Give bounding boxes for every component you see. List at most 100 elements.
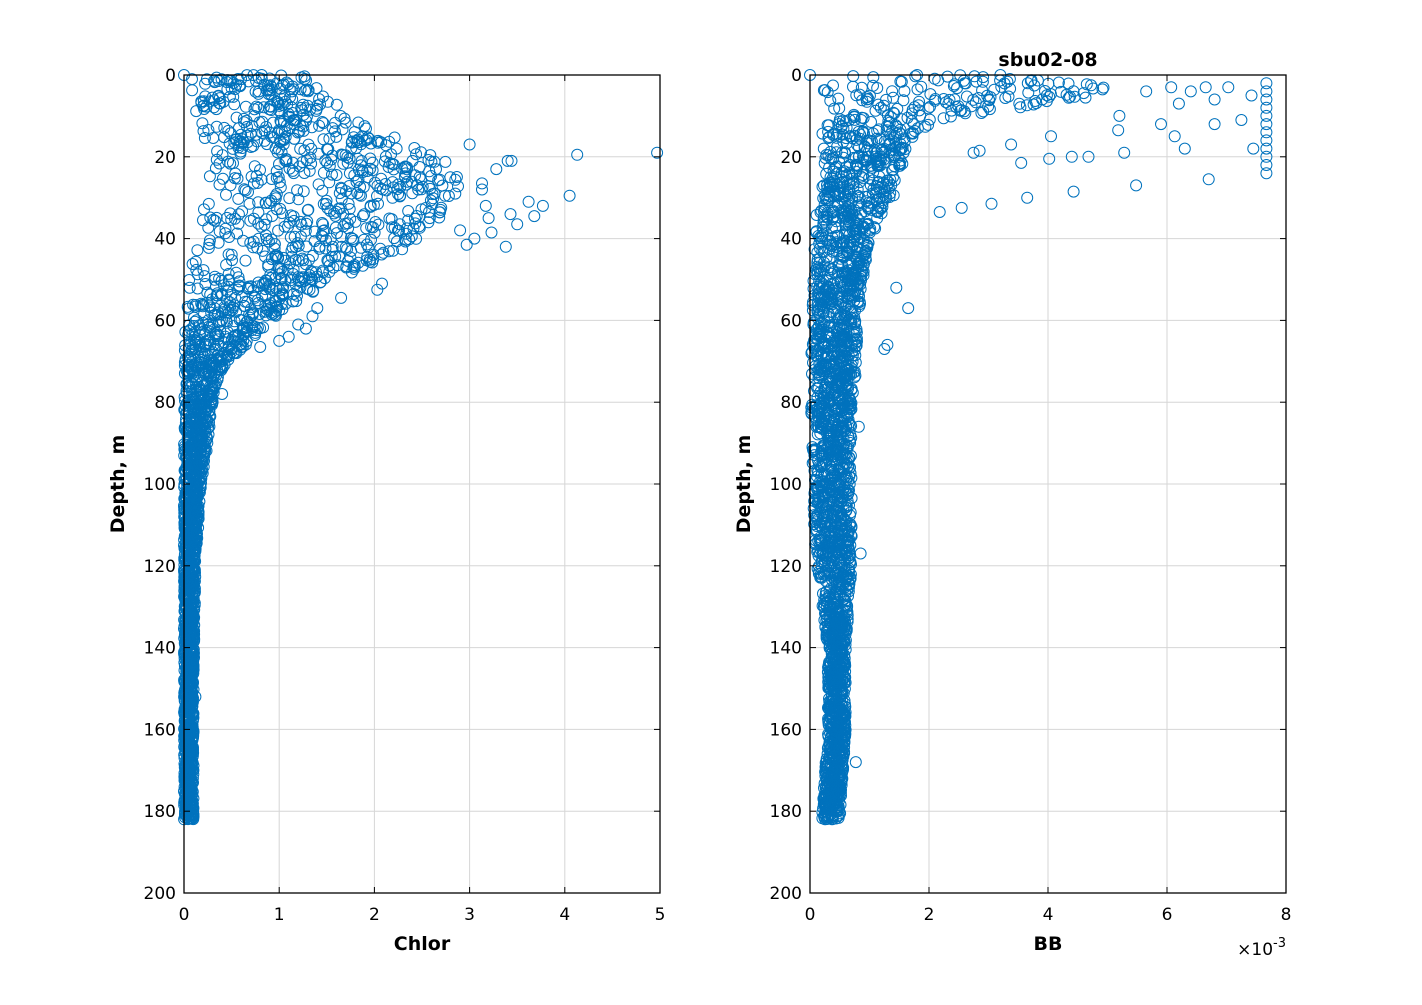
data-point — [180, 387, 193, 400]
data-point — [822, 619, 835, 631]
data-point — [270, 203, 283, 216]
data-point — [187, 648, 200, 661]
data-point — [284, 271, 297, 284]
data-point — [385, 213, 398, 226]
y-tick-label: 100 — [144, 475, 176, 495]
data-point — [179, 624, 192, 637]
data-point — [209, 214, 222, 227]
data-point — [189, 255, 202, 268]
data-point — [252, 72, 265, 84]
data-point — [236, 291, 248, 304]
data-point — [186, 328, 199, 341]
y-tick-label: 60 — [154, 311, 176, 331]
data-point — [463, 138, 476, 151]
data-point — [265, 173, 278, 185]
data-point — [305, 157, 318, 170]
data-point — [279, 254, 292, 267]
data-point — [245, 170, 258, 183]
data-point — [329, 250, 342, 263]
data-point — [223, 231, 236, 243]
data-point — [848, 113, 861, 126]
data-point — [292, 239, 305, 252]
data-point — [372, 134, 385, 147]
data-point — [229, 212, 241, 225]
data-point — [468, 232, 481, 245]
data-point — [361, 131, 374, 144]
data-point — [190, 443, 203, 456]
data-point — [203, 238, 216, 250]
data-point — [218, 279, 230, 292]
data-point — [369, 176, 381, 189]
data-point — [210, 120, 223, 133]
x-axis-label: Chlor — [394, 933, 451, 955]
data-point — [219, 222, 232, 235]
data-point — [232, 208, 245, 221]
data-point — [843, 452, 856, 465]
data-point — [867, 71, 880, 84]
y-tick-label: 180 — [144, 802, 176, 822]
data-point — [208, 302, 221, 315]
data-point — [505, 154, 518, 167]
data-point — [827, 204, 839, 217]
data-point — [386, 221, 399, 234]
data-point — [536, 199, 549, 212]
data-point — [265, 80, 278, 93]
data-point — [840, 175, 853, 188]
data-point — [808, 449, 821, 462]
data-point — [1002, 90, 1015, 103]
data-point — [849, 340, 862, 353]
data-point — [374, 242, 387, 255]
data-point — [208, 273, 221, 286]
data-point — [251, 241, 264, 254]
data-point — [283, 162, 296, 175]
data-point — [276, 98, 289, 111]
data-point — [407, 222, 420, 235]
data-point — [321, 254, 334, 267]
data-point — [528, 210, 541, 223]
data-point — [233, 79, 246, 92]
data-point — [181, 550, 193, 563]
data-point — [206, 91, 219, 104]
data-point — [482, 212, 495, 225]
data-point — [450, 171, 463, 183]
data-point — [806, 457, 819, 470]
y-tick-label: 160 — [144, 720, 176, 740]
data-point — [342, 197, 355, 210]
data-point — [232, 192, 245, 205]
data-point — [356, 210, 369, 223]
data-point — [348, 126, 361, 138]
data-point — [312, 147, 325, 160]
data-point — [425, 155, 438, 168]
x-tick-label: 4 — [559, 905, 570, 925]
data-point — [323, 265, 336, 278]
data-point — [232, 139, 245, 152]
data-point — [329, 221, 342, 234]
data-point — [305, 121, 318, 134]
data-point — [330, 98, 343, 111]
data-point — [180, 717, 193, 730]
data-point — [832, 297, 845, 310]
data-point — [393, 190, 406, 203]
data-point — [960, 90, 973, 103]
x-tick-label: 0 — [179, 905, 190, 925]
data-point — [191, 485, 204, 498]
data-point — [184, 628, 197, 641]
data-point — [1040, 89, 1053, 102]
data-point — [352, 174, 365, 186]
data-point — [260, 197, 272, 209]
data-point — [186, 73, 198, 86]
y-tick-label: 0 — [165, 66, 176, 86]
data-point — [203, 170, 216, 183]
data-point — [371, 283, 384, 296]
data-point — [254, 164, 266, 176]
data-point — [182, 328, 195, 341]
data-point — [823, 243, 836, 256]
data-point — [326, 168, 338, 181]
data-point — [199, 340, 212, 353]
data-point — [181, 574, 193, 587]
data-point — [1020, 99, 1033, 112]
data-point — [247, 177, 260, 190]
data-point — [182, 302, 195, 315]
